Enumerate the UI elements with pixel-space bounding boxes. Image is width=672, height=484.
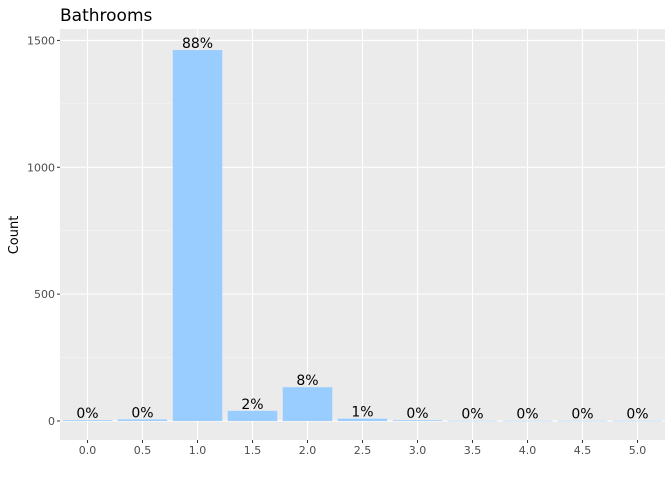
x-tick-label: 4.5 (574, 444, 592, 457)
bar-data-label: 0% (131, 405, 153, 421)
bar-data-label: 0% (571, 407, 593, 423)
y-tick-label: 0 (48, 415, 55, 428)
x-tick-label: 1.5 (244, 444, 262, 457)
bar-data-label: 1% (351, 405, 373, 421)
bar (337, 418, 388, 421)
chart-title: Bathrooms (60, 6, 152, 26)
x-tick-label: 3.5 (464, 444, 482, 457)
bar-data-label: 0% (516, 407, 538, 423)
bar-layer (62, 50, 663, 422)
x-tick-label: 2.0 (299, 444, 317, 457)
x-tick-label: 0.5 (134, 444, 152, 457)
x-tick-label: 3.0 (409, 444, 427, 457)
axis-layer: 0 500 1000 1500 0.0 0.5 1.0 1.5 2.0 2.5 3.0 3.5 4.0 4… (27, 34, 646, 457)
bar (172, 50, 223, 421)
x-tick-label: 5.0 (629, 444, 647, 457)
bar (502, 420, 553, 422)
bar-data-label: 88% (182, 36, 213, 52)
y-tick-label: 1000 (27, 161, 55, 174)
bar (62, 420, 113, 421)
bar (612, 420, 663, 422)
bar (282, 387, 333, 421)
bar (392, 420, 443, 421)
bar (447, 420, 498, 422)
y-tick-label: 1500 (27, 34, 55, 47)
bar (117, 419, 168, 421)
x-tick-label: 4.0 (519, 444, 537, 457)
bar-data-label: 8% (296, 373, 318, 389)
bar-data-label: 0% (76, 406, 98, 422)
label-layer: 0% 0% 88% 2% 8% 1% 0% 0% 0% 0% 0% (76, 36, 648, 423)
y-tick-label: 500 (34, 288, 55, 301)
y-axis-title: Count (7, 216, 22, 255)
bar (227, 410, 278, 421)
bar-data-label: 0% (406, 406, 428, 422)
x-tick-label: 2.5 (354, 444, 372, 457)
x-tick-label: 1.0 (189, 444, 207, 457)
bar-data-label: 2% (241, 397, 263, 413)
bar-data-label: 0% (626, 407, 648, 423)
bar-data-label: 0% (461, 407, 483, 423)
bar (557, 420, 608, 422)
x-tick-label: 0.0 (79, 444, 97, 457)
